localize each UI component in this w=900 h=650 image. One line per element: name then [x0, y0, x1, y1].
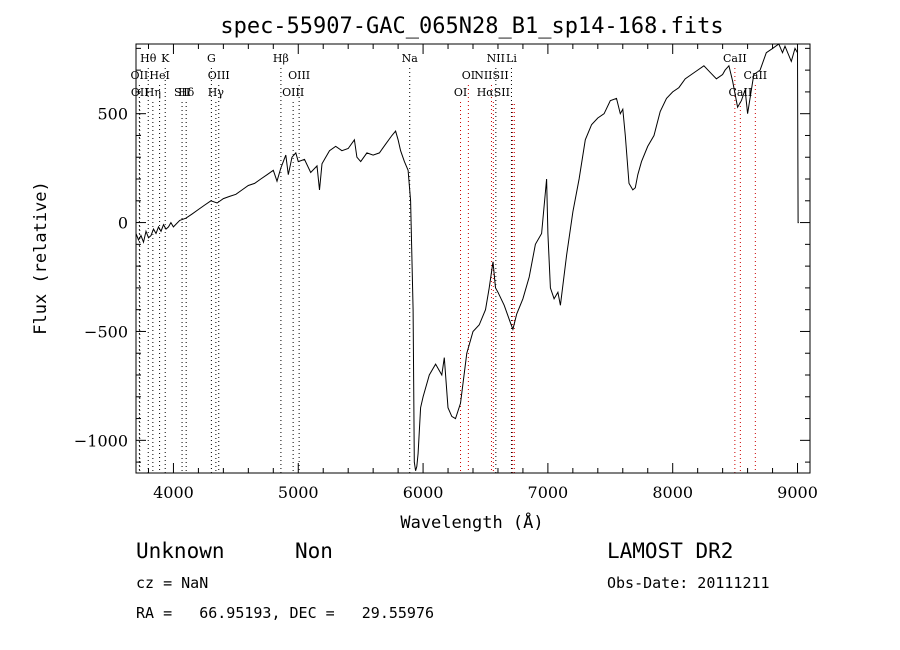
- line-marker-label: Na: [402, 52, 419, 65]
- x-tick-label: 8000: [652, 483, 693, 502]
- cz-text: cz = NaN: [136, 574, 209, 592]
- x-tick-label: 4000: [153, 483, 194, 502]
- line-marker-label: Hγ: [208, 86, 225, 99]
- line-marker-label: OI: [462, 69, 475, 82]
- line-marker-label: OIII: [288, 69, 310, 82]
- y-tick-label: 500: [97, 105, 128, 124]
- chart-title: spec-55907-GAC_065N28_B1_sp14-168.fits: [220, 14, 723, 39]
- line-marker-label: NIISII: [474, 69, 509, 82]
- line-marker-label: Hθ: [140, 52, 157, 65]
- line-marker-label: HαSII: [477, 86, 510, 99]
- line-marker-label: K: [161, 52, 170, 65]
- line-marker-label: SII: [174, 86, 190, 99]
- class-label: Unknown: [136, 539, 225, 563]
- line-marker-label: OII: [131, 69, 149, 82]
- y-tick-label: −1000: [74, 431, 128, 450]
- line-marker-label: CaII: [743, 69, 767, 82]
- y-axis-label: Flux (relative): [31, 181, 51, 335]
- line-marker-label: G: [207, 52, 216, 65]
- subclass-label: Non: [295, 539, 333, 563]
- x-tick-label: 5000: [278, 483, 319, 502]
- y-tick-label: 0: [118, 214, 128, 233]
- x-tick-label: 6000: [403, 483, 444, 502]
- line-marker-label: OIII: [282, 86, 304, 99]
- line-marker-label: Hδ: [178, 86, 195, 99]
- line-marker-label: OIII: [208, 69, 230, 82]
- x-tick-label: 7000: [528, 483, 569, 502]
- x-tick-label: 9000: [777, 483, 818, 502]
- line-marker-label: NII: [487, 52, 505, 65]
- line-marker-label: Hβ: [273, 52, 289, 65]
- x-axis-label: Wavelength (Å): [400, 511, 543, 533]
- survey-label: LAMOST DR2: [607, 539, 734, 563]
- spectrum-line: [135, 43, 799, 471]
- line-marker-label: OI: [454, 86, 467, 99]
- obs-date-text: Obs-Date: 20111211: [607, 574, 770, 592]
- y-tick-label: −500: [84, 322, 128, 341]
- axis-ticks: [136, 44, 810, 473]
- plot-frame: [135, 43, 811, 474]
- coords-text: RA = 66.95193, DEC = 29.55976: [136, 604, 435, 622]
- line-marker-label: Hη: [145, 86, 161, 99]
- line-marker-label: CaII: [723, 52, 747, 65]
- line-marker-label: HeI: [149, 69, 169, 82]
- line-marker-label: CaII: [729, 86, 753, 99]
- line-marker-label: Li: [506, 52, 517, 65]
- line-marker-label: OII: [131, 86, 149, 99]
- axis-tick-labels: 4000 5000 6000 7000 8000 9000 −1000 −500 0 500: [74, 105, 818, 502]
